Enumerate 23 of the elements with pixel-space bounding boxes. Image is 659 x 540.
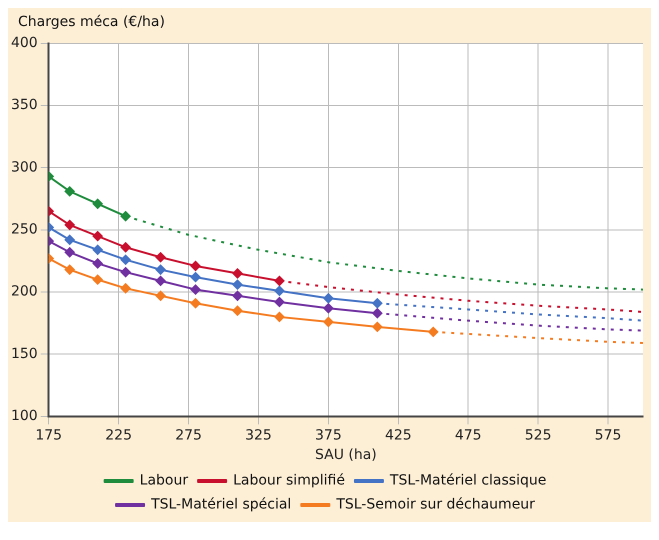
x-tick-label: 375 — [315, 427, 342, 444]
y-tick-label: 150 — [10, 346, 38, 362]
legend-label: Labour simplifié — [233, 472, 345, 489]
x-tick-label: 275 — [175, 427, 202, 444]
x-tick-label: 325 — [245, 427, 272, 444]
y-tick-label: 250 — [10, 222, 38, 238]
y-tick-label: 350 — [10, 97, 38, 114]
x-tick-label: 475 — [454, 427, 482, 444]
x-tick-label: 525 — [524, 427, 552, 444]
y-tick-label: 300 — [10, 159, 38, 176]
x-axis-title: SAU (ha) — [314, 447, 377, 464]
x-tick-label: 175 — [35, 427, 62, 444]
legend-label: TSL-Matériel spécial — [150, 496, 292, 513]
legend-label: Labour — [140, 472, 188, 489]
x-tick-label: 425 — [384, 427, 412, 444]
x-tick-label: 225 — [105, 427, 132, 444]
legend-label: TSL-Matériel classique — [388, 472, 546, 489]
y-tick-label: 400 — [10, 35, 38, 52]
x-tick-label: 575 — [594, 427, 622, 444]
y-axis-title: Charges méca (€/ha) — [17, 13, 166, 32]
y-tick-label: 200 — [10, 284, 38, 300]
legend-label: TSL-Semoir sur déchaumeur — [335, 496, 536, 513]
y-tick-label: 100 — [10, 408, 38, 424]
